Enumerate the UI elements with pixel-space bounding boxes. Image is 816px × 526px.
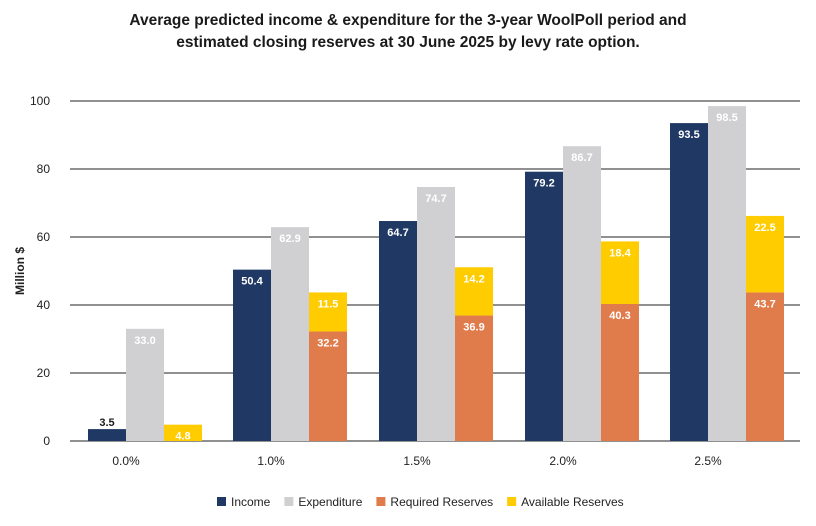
bar-income: [379, 221, 417, 441]
bar-available-reserves: [455, 267, 493, 316]
bar-income: [88, 429, 126, 441]
bar-expenditure: [126, 328, 164, 441]
data-label: 93.5: [678, 129, 699, 141]
bar-required-reserves: [309, 331, 347, 441]
legend-label: Expenditure: [298, 495, 362, 509]
x-tick-label: 1.0%: [257, 454, 285, 468]
data-label: 62.9: [279, 233, 300, 245]
legend-label: Available Reserves: [521, 495, 624, 509]
x-tick-label: 1.5%: [403, 454, 431, 468]
bar-available-reserves: [164, 424, 202, 441]
legend-swatch: [507, 497, 517, 506]
bar-income: [670, 123, 708, 441]
bar-available-reserves: [601, 241, 639, 304]
chart-title-line-1: Average predicted income & expenditure f…: [129, 12, 687, 29]
bar-income: [525, 171, 563, 441]
bar-expenditure: [708, 106, 746, 441]
data-label: 14.2: [463, 273, 484, 285]
data-label: 4.8: [175, 431, 190, 443]
y-tick-label: 100: [30, 94, 50, 108]
data-label: 50.4: [241, 276, 263, 288]
data-label: 22.5: [754, 222, 775, 234]
data-label: 86.7: [571, 152, 592, 164]
data-label: 36.9: [463, 322, 484, 334]
data-label: 64.7: [387, 227, 408, 239]
data-label: 43.7: [754, 298, 775, 310]
legend-label: Required Reserves: [390, 495, 493, 509]
bar-available-reserves: [746, 215, 784, 293]
y-tick-label: 20: [37, 366, 51, 380]
data-label: 18.4: [609, 247, 631, 259]
data-label: 32.2: [317, 338, 338, 350]
x-tick-label: 2.5%: [694, 454, 722, 468]
x-tick-label: 2.0%: [549, 454, 577, 468]
bar-expenditure: [271, 227, 309, 441]
bar-required-reserves: [746, 292, 784, 441]
legend-swatch: [217, 497, 226, 506]
legend-swatch: [284, 497, 294, 506]
data-label: 3.5: [99, 417, 114, 429]
legend-swatch: [376, 497, 386, 506]
bar-required-reserves: [601, 303, 639, 441]
data-label: 98.5: [716, 112, 737, 124]
y-tick-label: 60: [37, 230, 51, 244]
bar-required-reserves: [455, 315, 493, 441]
data-label: 40.3: [609, 310, 630, 322]
chart-title-line-2: estimated closing reserves at 30 June 20…: [176, 34, 640, 51]
bar-income: [233, 269, 271, 441]
data-label: 33.0: [134, 335, 155, 347]
bar-available-reserves: [309, 292, 347, 332]
bar-expenditure: [563, 146, 601, 441]
data-label: 11.5: [318, 298, 339, 310]
y-tick-label: 40: [37, 298, 51, 312]
x-tick-label: 0.0%: [112, 454, 140, 468]
bar-expenditure: [417, 187, 455, 441]
y-tick-label: 80: [37, 162, 51, 176]
y-axis-label: Million $: [13, 247, 27, 295]
legend-label: Income: [231, 495, 271, 509]
chart-title: Average predicted income & expenditure f…: [0, 10, 816, 54]
y-tick-label: 0: [43, 434, 50, 448]
data-label: 79.2: [533, 178, 554, 190]
data-label: 74.7: [425, 193, 446, 205]
